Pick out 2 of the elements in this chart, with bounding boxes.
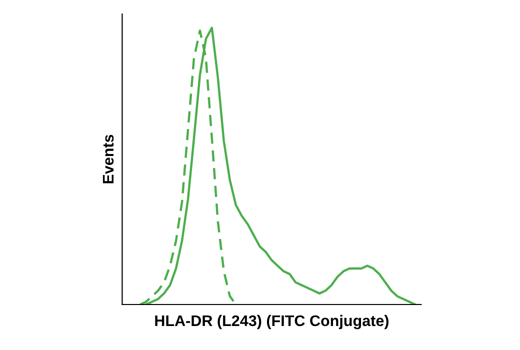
x-axis-title: HLA-DR (L243) (FITC Conjugate) (155, 314, 388, 330)
y-axis-title: Events (102, 134, 114, 184)
